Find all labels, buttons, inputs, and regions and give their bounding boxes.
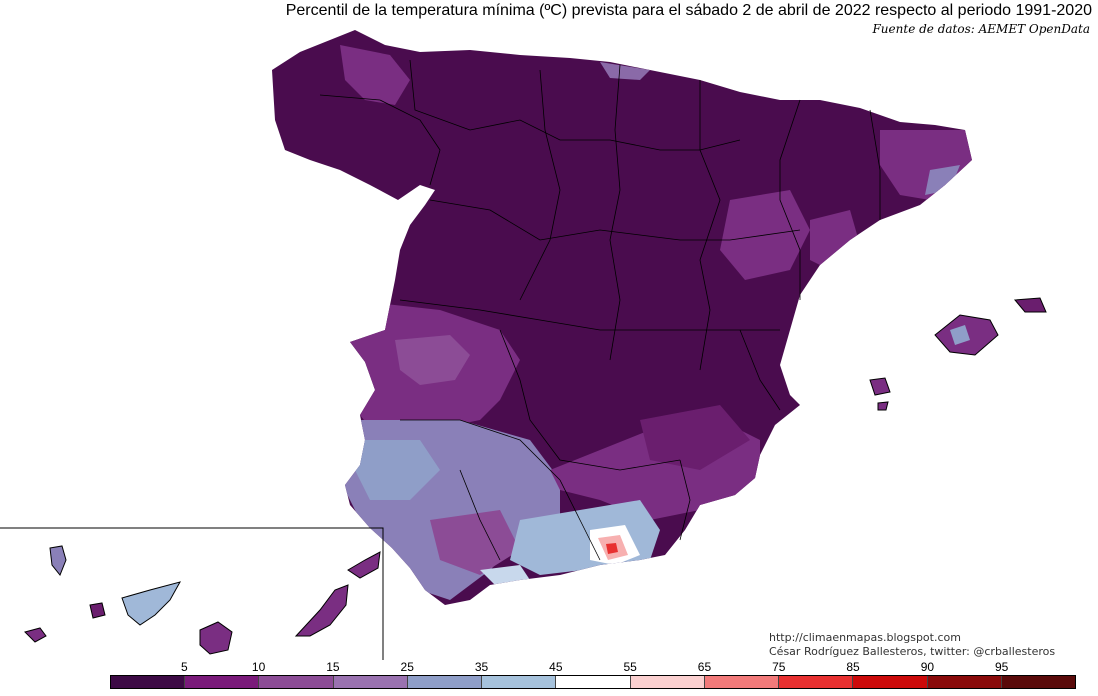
island-tenerife [121, 581, 182, 626]
region-galicia-patch [340, 45, 410, 105]
legend-swatch [482, 676, 557, 688]
island-lanzarote [347, 551, 381, 579]
legend-tick-label: 5 [180, 660, 188, 674]
canary-inset [0, 527, 384, 660]
legend-tick-label: 15 [326, 660, 340, 674]
region-almeria-red [606, 543, 618, 554]
region-malaga-white [480, 565, 530, 585]
island-ibiza [869, 377, 891, 396]
data-source: Fuente de datos: AEMET OpenData [872, 22, 1090, 36]
legend-swatch [704, 676, 780, 688]
legend-tick-label: 25 [400, 660, 414, 674]
island-gran-canaria [199, 621, 233, 655]
region-murcia-purple [640, 405, 750, 470]
legend-tick-label: 65 [697, 660, 712, 674]
legend-tick-label: 90 [920, 660, 935, 674]
map-title: Percentil de la temperatura mínima (ºC) … [285, 2, 1092, 19]
legend-swatch [853, 676, 928, 688]
legend-tick-label: 45 [549, 660, 563, 674]
legend-swatch [927, 676, 1002, 688]
region-valencia-patch [810, 210, 860, 270]
legend-swatch [185, 676, 260, 688]
region-andalusia-purple [430, 510, 520, 575]
legend-tick-label: 95 [995, 660, 1009, 674]
region-andalusia-blue [355, 440, 440, 500]
legend-tick-label: 55 [623, 660, 637, 674]
island-la-gomera [89, 602, 106, 619]
island-la-palma [49, 545, 67, 576]
island-fuerteventura [294, 584, 349, 637]
legend-tick-label: 10 [251, 660, 266, 674]
legend-ticks: 5 10 15 25 35 45 55 65 75 85 90 95 [110, 660, 1076, 674]
legend-swatch [779, 676, 854, 688]
island-mallorca-light [950, 325, 970, 345]
island-formentera [877, 401, 889, 411]
region-west-lavender [395, 335, 470, 385]
region-catalonia-coast [925, 165, 960, 195]
balearic-islands [869, 297, 1047, 411]
legend-swatch [1001, 676, 1076, 688]
legend-tick-label: 75 [772, 660, 786, 674]
legend-swatch [630, 676, 705, 688]
credits: http://climaenmapas.blogspot.com César R… [769, 631, 1055, 659]
legend-swatch [407, 676, 483, 688]
province-borders [319, 59, 881, 561]
legend-colorbar [110, 675, 1076, 689]
legend-swatch [333, 676, 408, 688]
legend-tick-label: 85 [846, 660, 860, 674]
island-el-hierro [24, 627, 47, 643]
legend-swatch [111, 676, 186, 688]
peninsula [272, 30, 972, 605]
credits-url: http://climaenmapas.blogspot.com [769, 631, 961, 644]
region-cantabria-patch [600, 62, 650, 80]
legend-swatch [556, 676, 631, 688]
region-catalonia-patch [880, 130, 972, 200]
legend-tick-label: 35 [474, 660, 489, 674]
credits-author: César Rodríguez Ballesteros, twitter: @c… [769, 645, 1056, 658]
inset-frame [0, 527, 384, 660]
island-menorca [1013, 297, 1047, 313]
legend-swatch [259, 676, 334, 688]
